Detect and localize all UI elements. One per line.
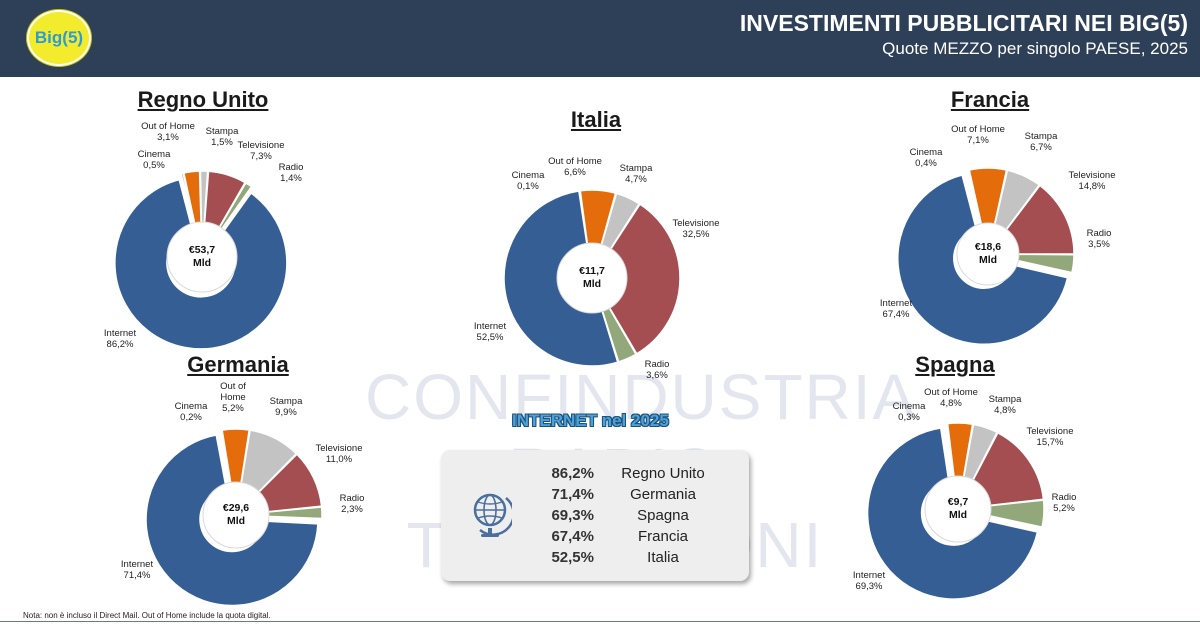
center-unit: Mld (978, 254, 998, 266)
slice-label-radio: Radio 5,2% (1051, 492, 1077, 514)
slice-label-ooh: Out of Home 7,1% (951, 124, 1005, 146)
internet-country: Germania (630, 486, 696, 503)
slice-label-stampa: Stampa 9,9% (269, 396, 303, 418)
country-title-spagna: Spagna (915, 352, 995, 377)
slice-label-televisione: Televisione 32,5% (672, 218, 720, 240)
internet-country: Italia (647, 549, 679, 566)
center-value: €11,7 (579, 265, 605, 277)
big5-logo-badge: Big(5) (27, 10, 91, 66)
slice-internet (866, 427, 1039, 600)
internet-pct: 52,5% (551, 549, 594, 566)
donut-hole (924, 475, 992, 543)
donut-hole (166, 221, 238, 293)
center-total-francia: €18,6 Mld (975, 241, 1001, 267)
slice-label-cinema: Cinema 0,3% (892, 401, 926, 423)
slice-label-radio: Radio 3,6% (644, 359, 670, 381)
slice-label-televisione: Televisione 11,0% (315, 443, 363, 465)
internet-country: Regno Unito (621, 465, 705, 482)
page-subtitle: Quote MEZZO per singolo PAESE, 2025 (882, 39, 1188, 58)
slice-label-televisione: Televisione 7,3% (237, 140, 285, 162)
header-bar: Big(5) INVESTIMENTI PUBBLICITARI NEI BIG… (0, 0, 1200, 77)
slice-label-cinema: Cinema 0,5% (137, 149, 171, 171)
center-value: €29,6 (222, 502, 250, 514)
internet-country: Francia (637, 528, 689, 545)
donut-hole (556, 242, 628, 314)
internet-country: Spagna (637, 507, 689, 524)
internet-pct: 69,3% (551, 507, 594, 524)
slice-label-stampa: Stampa 4,8% (988, 394, 1022, 416)
footnote: Nota: non è incluso il Direct Mail. Out … (23, 611, 271, 620)
center-unit: Mld (192, 257, 212, 269)
center-total-regno-unito: €53,7 Mld (189, 244, 215, 270)
internet-box-title: INTERNET nel 2025 (512, 411, 669, 430)
donut-hole (956, 222, 1020, 286)
slice-label-televisione: Televisione 15,7% (1026, 426, 1074, 448)
slice-label-internet: Internet 52,5% (473, 321, 507, 343)
badge-label: Big(5) (34, 28, 84, 47)
center-total-italia: €11,7 Mld (579, 265, 605, 291)
slice-label-televisione: Televisione 14,8% (1068, 170, 1116, 192)
globe-icon (473, 493, 512, 537)
internet-pct: 71,4% (551, 486, 594, 503)
slice-internet (114, 178, 288, 350)
center-value: €53,7 (188, 244, 216, 256)
center-unit: Mld (582, 278, 602, 290)
country-title-regno-unito: Regno Unito (137, 87, 269, 112)
slice-internet (897, 174, 1069, 346)
slice-label-cinema: Cinema 0,4% (909, 147, 943, 169)
slice-label-ooh: Out of Home 6,6% (548, 156, 602, 178)
center-total-spagna: €9,7 Mld (948, 496, 968, 522)
slice-label-internet: Internet 67,4% (879, 298, 913, 320)
slice-label-ooh: Out of Home 4,8% (924, 387, 978, 409)
slice-label-stampa: Stampa 1,5% (205, 126, 239, 148)
slice-label-radio: Radio 2,3% (339, 493, 365, 515)
internet-pct: 67,4% (551, 528, 594, 545)
slice-label-stampa: Stampa 4,7% (619, 163, 653, 185)
watermark-line-1: CONFINDUSTRIA (365, 361, 918, 433)
center-unit: Mld (226, 515, 246, 527)
country-title-italia: Italia (570, 107, 622, 132)
center-total-germania: €29,6 Mld (223, 502, 249, 528)
slice-label-ooh: Out of Home 3,1% (141, 121, 195, 143)
slice-label-internet: Internet 69,3% (852, 570, 886, 592)
slice-label-cinema: Cinema 0,1% (511, 170, 545, 192)
slice-label-radio: Radio 1,4% (278, 162, 304, 184)
center-value: €9,7 (947, 496, 969, 508)
country-title-germania: Germania (187, 352, 289, 377)
slice-label-stampa: Stampa 6,7% (1024, 131, 1058, 153)
footer-divider (0, 621, 1200, 622)
slice-label-ooh: Out of Home 5,2% (220, 381, 246, 414)
center-unit: Mld (948, 509, 968, 521)
donut-hole (202, 481, 270, 549)
country-title-francia: Francia (950, 87, 1030, 112)
internet-pct: 86,2% (551, 465, 594, 482)
page-title: INVESTIMENTI PUBBLICITARI NEI BIG(5) (739, 10, 1188, 36)
slice-label-internet: Internet 71,4% (120, 559, 154, 581)
slice-label-radio: Radio 3,5% (1086, 228, 1112, 250)
slice-label-internet: Internet 86,2% (103, 328, 137, 350)
slice-internet (145, 434, 319, 607)
center-value: €18,6 (974, 241, 1002, 253)
slice-label-cinema: Cinema 0,2% (174, 401, 208, 423)
